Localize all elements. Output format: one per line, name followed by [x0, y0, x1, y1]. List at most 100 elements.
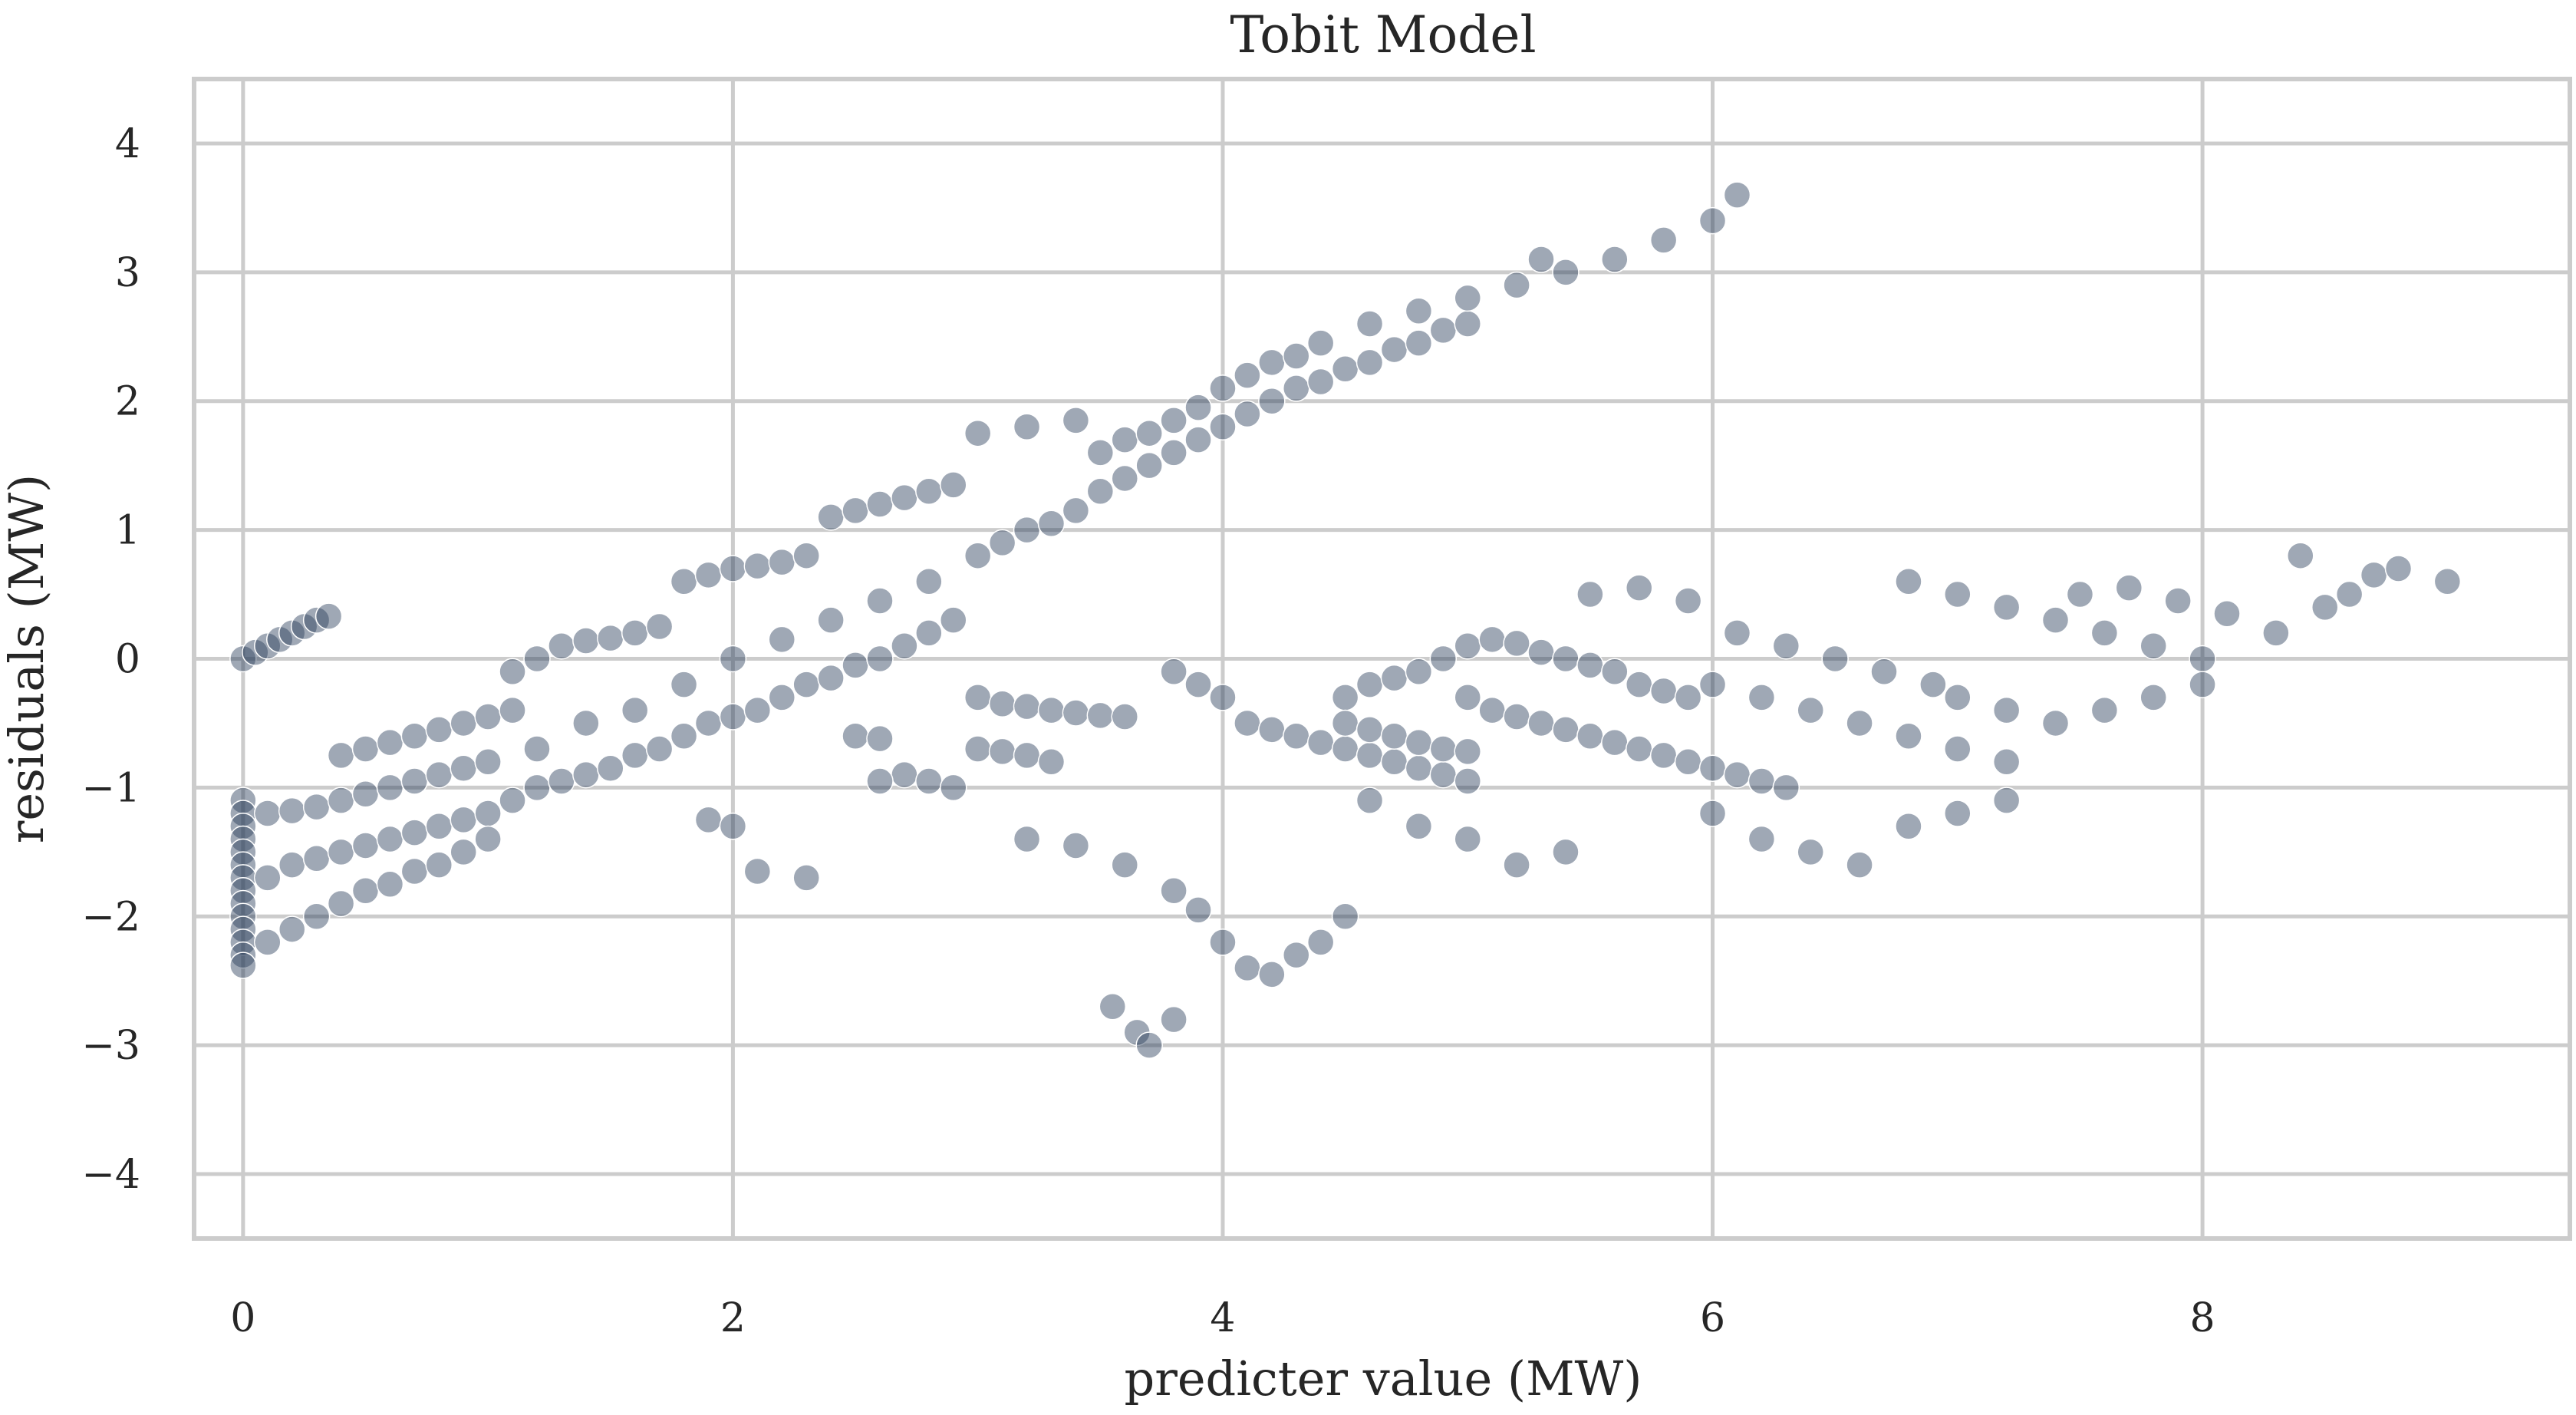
scatter-point: [1405, 329, 1433, 357]
scatter-point: [1846, 709, 1873, 737]
scatter-point: [1944, 684, 1972, 711]
scatter-point: [1184, 896, 1212, 924]
scatter-point: [1552, 716, 1580, 744]
scatter-point: [1772, 773, 1800, 802]
scatter-point: [302, 902, 331, 931]
scatter-point: [1429, 316, 1458, 345]
scatter-point: [1086, 477, 1115, 505]
scatter-point: [743, 696, 772, 724]
scatter-point: [1209, 413, 1237, 441]
scatter-point: [1698, 800, 1727, 827]
scatter-point: [327, 838, 355, 866]
scatter-point: [1429, 760, 1458, 789]
scatter-point: [1356, 741, 1384, 770]
scatter-point: [2262, 619, 2290, 647]
scatter-point: [1306, 928, 1335, 956]
scatter-point: [1846, 851, 1873, 879]
scatter-point: [792, 542, 820, 569]
scatter-point: [1944, 735, 1972, 763]
scatter-point: [915, 619, 943, 647]
scatter-point: [1062, 832, 1090, 859]
scatter-point: [2041, 709, 2070, 737]
scatter-point: [866, 645, 894, 673]
scatter-point: [915, 477, 943, 505]
scatter-point: [450, 838, 477, 866]
scatter-point: [1405, 297, 1433, 325]
scatter-point: [315, 602, 343, 630]
scatter-point: [1234, 400, 1261, 428]
y-tick-label: −4: [81, 1152, 140, 1198]
scatter-point: [719, 645, 747, 673]
scatter-point: [450, 806, 477, 834]
scatter-point: [1086, 701, 1115, 730]
scatter-point: [768, 684, 796, 711]
scatter-point: [278, 915, 306, 943]
scatter-point: [351, 876, 380, 905]
scatter-point: [1013, 413, 1041, 441]
scatter-point: [400, 722, 429, 750]
scatter-point: [523, 773, 551, 802]
scatter-point: [1062, 699, 1090, 727]
scatter-point: [1160, 1005, 1188, 1034]
y-tick-label: 3: [115, 250, 140, 296]
scatter-point: [1625, 735, 1653, 763]
scatter-point: [1992, 787, 2021, 814]
scatter-point: [1723, 181, 1751, 209]
x-tick-label: 8: [2190, 1295, 2215, 1341]
scatter-point: [1013, 741, 1041, 770]
scatter-point: [1552, 645, 1580, 673]
scatter-point: [278, 797, 306, 825]
scatter-point: [2287, 542, 2314, 569]
scatter-point: [1895, 722, 1922, 750]
scatter-point: [988, 529, 1016, 557]
scatter-point: [1601, 728, 1629, 757]
scatter-point: [1429, 735, 1458, 763]
scatter-point: [1306, 728, 1335, 757]
scatter-point: [743, 552, 772, 580]
scatter-point: [2140, 684, 2167, 711]
scatter-point: [1283, 941, 1310, 969]
scatter-point: [1527, 638, 1555, 666]
scatter-point: [842, 651, 869, 679]
scatter-point: [1184, 671, 1212, 698]
scatter-point: [842, 496, 869, 525]
scatter-point: [694, 709, 723, 737]
scatter-point: [1748, 825, 1776, 853]
scatter-point: [1331, 735, 1359, 763]
scatter-point: [351, 832, 380, 859]
scatter-point: [1478, 625, 1506, 654]
scatter-point: [1870, 658, 1898, 686]
scatter-point: [719, 555, 747, 582]
scatter-point: [1209, 684, 1237, 711]
scatter-point: [278, 851, 306, 879]
scatter-point: [254, 800, 282, 827]
scatter-point: [670, 722, 698, 750]
x-tick-label: 4: [1210, 1295, 1235, 1341]
scatter-point: [1649, 741, 1678, 770]
scatter-point: [1062, 496, 1090, 525]
scatter-point: [1478, 696, 1506, 724]
scatter-point: [621, 619, 649, 647]
y-tick-label: −1: [81, 765, 140, 811]
scatter-point: [1258, 961, 1286, 988]
scatter-point: [1576, 722, 1604, 750]
scatter-point: [327, 889, 355, 918]
scatter-point: [1356, 310, 1384, 338]
scatter-point: [645, 735, 674, 763]
scatter-point: [768, 625, 796, 654]
scatter-point: [1283, 342, 1310, 370]
scatter-point: [400, 857, 429, 886]
scatter-point: [1454, 310, 1481, 338]
scatter-point: [1209, 928, 1237, 956]
scatter-point: [891, 632, 918, 660]
scatter-point: [1184, 426, 1212, 454]
scatter-point: [327, 741, 355, 770]
scatter-point: [940, 606, 967, 634]
scatter-point: [1234, 954, 1261, 982]
scatter-point: [768, 548, 796, 576]
scatter-point: [1111, 464, 1139, 493]
scatter-point: [891, 483, 918, 512]
scatter-point: [1527, 709, 1555, 737]
scatter-point: [254, 632, 282, 660]
scatter-point: [2140, 632, 2167, 660]
